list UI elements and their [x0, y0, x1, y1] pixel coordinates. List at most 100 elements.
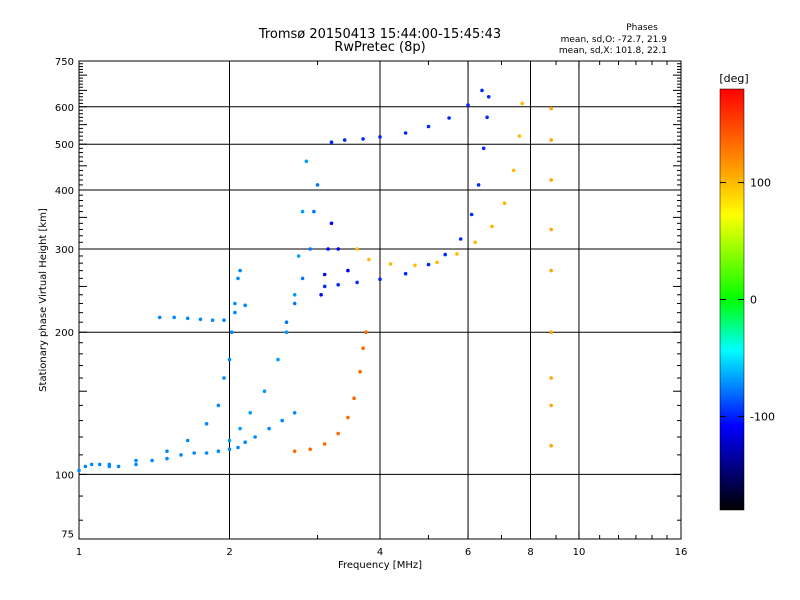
y-axis-label: Stationary phase Virtual Height [km] [38, 208, 49, 392]
echo-point [549, 403, 553, 408]
echo-point [134, 458, 138, 463]
echo-point [388, 262, 393, 266]
chart-title: Tromsø 20150413 15:44:00-15:45:43 [258, 27, 501, 42]
echo-point [229, 330, 234, 335]
echo-point [292, 449, 297, 454]
x-tick-label: 1 [76, 547, 82, 558]
echo-point [346, 415, 350, 420]
echo-point [262, 389, 267, 394]
echo-point [473, 240, 478, 245]
colorbar-tick-label: 100 [750, 177, 771, 190]
echo-point [172, 315, 176, 320]
y-tick-label: 400 [55, 186, 74, 197]
y-tick-label: 300 [55, 245, 74, 256]
echo-point [210, 318, 215, 323]
echo-point [549, 330, 553, 335]
echo-point [204, 422, 209, 426]
echo-point [312, 209, 316, 214]
echo-point [216, 449, 221, 454]
echo-point [179, 453, 183, 457]
echo-point [378, 277, 382, 282]
echo-point [413, 263, 417, 268]
echo-point [300, 276, 305, 281]
echo-point [511, 168, 516, 173]
data-points [77, 88, 553, 473]
echo-point [486, 95, 491, 99]
echo-point [227, 357, 232, 362]
echo-point [243, 303, 247, 308]
echo-point [236, 445, 240, 450]
echo-point [116, 464, 121, 469]
echo-point [502, 201, 507, 205]
echo-point [480, 88, 484, 93]
echo-point [485, 115, 489, 120]
echo-point [276, 357, 280, 362]
echo-point [443, 252, 448, 257]
echo-point [458, 237, 463, 241]
echo-point [233, 301, 237, 306]
echo-point [248, 411, 252, 415]
echo-point [134, 462, 138, 467]
echo-point [426, 124, 431, 129]
echo-point [466, 103, 470, 107]
echo-point [549, 106, 553, 111]
echo-point [549, 138, 553, 142]
echo-point [549, 376, 553, 380]
echo-point [280, 418, 285, 423]
echo-point [329, 140, 334, 144]
echo-point [238, 426, 242, 431]
echo-point [308, 247, 313, 251]
echo-point [403, 131, 408, 135]
echo-point [253, 435, 257, 439]
echo-point [267, 426, 271, 431]
echo-point [378, 135, 382, 139]
echo-point [352, 396, 356, 401]
y-tick-label: 200 [55, 328, 74, 339]
echo-point [336, 247, 341, 251]
echo-point [481, 146, 486, 151]
echo-point [346, 268, 350, 273]
echo-point [520, 101, 524, 106]
echo-point [517, 134, 522, 138]
stats-heading: Phases [626, 23, 658, 33]
echo-point [361, 346, 365, 351]
echo-point [315, 183, 320, 187]
echo-point [361, 137, 365, 141]
echo-point [236, 276, 240, 281]
y-tick-label: 750 [55, 57, 74, 68]
echo-point [97, 462, 102, 467]
echo-point [185, 438, 190, 443]
echo-point [355, 247, 359, 251]
echo-point [185, 316, 190, 321]
stats-o-mode: mean, sd,O: -72.7, 21.9 [561, 35, 668, 45]
echo-point [165, 456, 169, 461]
echo-point [403, 271, 408, 276]
echo-point [336, 431, 341, 436]
echo-point [292, 293, 297, 297]
echo-point [435, 260, 439, 265]
echo-point [342, 138, 347, 142]
echo-point [549, 178, 553, 182]
colorbar-label: [deg] [719, 72, 748, 85]
echo-point [426, 262, 431, 267]
x-tick-label: 16 [675, 547, 688, 558]
echo-point [364, 330, 368, 335]
x-tick-label: 2 [226, 547, 232, 558]
echo-point [476, 183, 481, 187]
echo-point [77, 468, 81, 473]
echo-point [192, 451, 196, 455]
grid-lines [79, 61, 681, 539]
echo-point [367, 257, 371, 262]
echo-point [336, 283, 341, 287]
y-tick-label: 75 [61, 529, 74, 540]
echo-point [326, 247, 330, 251]
echo-point [165, 449, 169, 454]
echo-point [490, 224, 494, 229]
echo-point [358, 369, 362, 374]
x-axis-ticks: 1 2 4 6 8 10 16 [76, 61, 688, 558]
echo-point [304, 159, 309, 164]
x-axis-label: Frequency [MHz] [338, 560, 422, 571]
stats-x-mode: mean, sd,X: 101.8, 22.1 [559, 46, 667, 56]
echo-point [447, 116, 451, 120]
echo-point [107, 462, 112, 467]
